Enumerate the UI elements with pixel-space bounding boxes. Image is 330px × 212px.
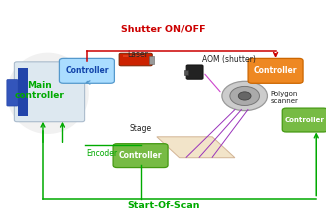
Circle shape <box>230 86 259 106</box>
Text: Polygon
scanner: Polygon scanner <box>271 91 299 103</box>
FancyBboxPatch shape <box>149 56 153 64</box>
Text: Encoder: Encoder <box>86 149 117 158</box>
Text: Controller: Controller <box>65 66 109 75</box>
FancyBboxPatch shape <box>7 80 18 106</box>
Text: Controller: Controller <box>119 151 162 160</box>
FancyBboxPatch shape <box>113 144 168 167</box>
Text: Controller: Controller <box>254 66 297 75</box>
FancyBboxPatch shape <box>282 108 327 132</box>
Polygon shape <box>157 137 235 158</box>
Circle shape <box>238 92 251 100</box>
FancyBboxPatch shape <box>119 53 152 66</box>
FancyBboxPatch shape <box>248 58 303 83</box>
Circle shape <box>222 81 267 111</box>
FancyBboxPatch shape <box>184 70 188 75</box>
Text: AOM (shutter): AOM (shutter) <box>202 55 256 64</box>
FancyBboxPatch shape <box>186 65 203 79</box>
Text: Laser: Laser <box>128 50 148 59</box>
FancyBboxPatch shape <box>18 68 28 116</box>
Text: Main
controller: Main controller <box>15 81 65 100</box>
FancyBboxPatch shape <box>123 55 144 57</box>
Text: Stage: Stage <box>129 124 151 132</box>
FancyBboxPatch shape <box>15 62 84 122</box>
Text: Shutter ON/OFF: Shutter ON/OFF <box>121 24 206 33</box>
FancyBboxPatch shape <box>59 58 115 83</box>
Text: Start-Of-Scan: Start-Of-Scan <box>127 201 200 210</box>
Text: Controller: Controller <box>285 117 325 123</box>
Ellipse shape <box>7 53 89 134</box>
